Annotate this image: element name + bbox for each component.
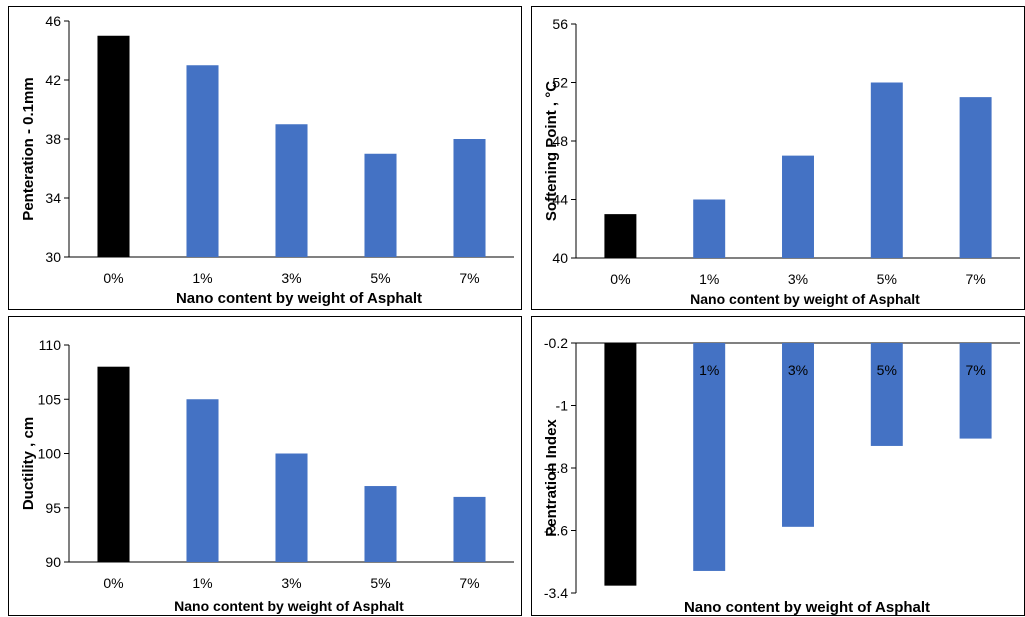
bar-0pct <box>604 214 637 258</box>
y-tick-label: 38 <box>45 131 61 147</box>
x-axis-title: Nano content by weight of Asphalt <box>176 290 422 307</box>
x-category-label: 5% <box>370 270 390 286</box>
y-tick-label: 110 <box>39 337 62 353</box>
y-tick-label: -1 <box>556 398 569 414</box>
bar-3pct <box>275 124 308 257</box>
x-category-label: 3% <box>788 362 808 378</box>
y-tick-label: 52 <box>552 75 568 91</box>
y-tick-label: 46 <box>45 13 61 29</box>
bar-1pct <box>186 65 219 257</box>
y-tick-label: 42 <box>45 72 61 88</box>
y-axis-title: Softening Point , °C <box>543 81 560 221</box>
bar-1pct <box>186 399 219 562</box>
x-axis-title: Nano content by weight of Asphalt <box>174 598 404 614</box>
y-axis-title: Penteration - 0.1mm <box>20 77 37 220</box>
y-tick-label: 48 <box>552 133 568 149</box>
x-category-label: 7% <box>459 270 479 286</box>
x-category-label: 7% <box>459 575 479 591</box>
x-category-label: 5% <box>877 362 897 378</box>
bar-5pct <box>870 343 903 446</box>
y-tick-label: 100 <box>38 446 62 462</box>
ductility-chart-panel: 90 95 100 105 110 0% 1% 3% 5% 7% Nano content by w… <box>8 316 522 616</box>
penetration-index-chart: -3.4 -2.6 -1.8 -1 -0.2 1% 3% 5% 7% Nano content b… <box>543 335 1020 616</box>
bar-7pct <box>453 496 486 562</box>
softening-point-chart-panel: 40 44 48 52 56 0% 1% 3% 5% 7% Nano content by weig… <box>531 6 1025 310</box>
bar-3pct <box>782 155 814 258</box>
x-axis-title: Nano content by weight of Asphalt <box>690 291 920 307</box>
x-category-label: 0% <box>610 271 630 287</box>
bar-5pct <box>870 82 903 258</box>
x-category-label: 7% <box>965 362 985 378</box>
y-tick-label: 40 <box>552 250 568 266</box>
penetration-index-chart-panel: -3.4 -2.6 -1.8 -1 -0.2 1% 3% 5% 7% Nano content b… <box>531 316 1025 616</box>
x-category-label: 3% <box>281 270 301 286</box>
y-axis-title: Ductility , cm <box>20 417 37 510</box>
bar-1pct <box>693 199 726 258</box>
x-category-label: 5% <box>877 271 897 287</box>
x-category-label: 1% <box>699 271 719 287</box>
y-tick-label: 34 <box>45 190 61 206</box>
bar-7pct <box>453 139 486 257</box>
bar-0pct <box>604 343 637 586</box>
y-tick-label: -3.4 <box>544 585 568 601</box>
x-category-label: 1% <box>192 575 212 591</box>
bar-0pct <box>97 366 130 562</box>
bar-5pct <box>364 153 397 257</box>
y-tick-label: 95 <box>45 500 61 516</box>
y-tick-label: 56 <box>552 16 568 32</box>
y-tick-label: -1.8 <box>544 460 568 476</box>
ductility-chart: 90 95 100 105 110 0% 1% 3% 5% 7% Nano content by w… <box>20 337 514 614</box>
x-category-label: 3% <box>788 271 808 287</box>
x-axis-title: Nano content by weight of Asphalt <box>684 599 930 616</box>
x-category-label: 7% <box>965 271 985 287</box>
bar-5pct <box>364 486 397 562</box>
y-tick-label: 30 <box>45 249 61 265</box>
bar-3pct <box>782 343 814 527</box>
y-tick-label: -2.6 <box>544 523 568 539</box>
x-category-label: 0% <box>103 575 123 591</box>
y-axis-title: Pentration Index <box>543 419 560 537</box>
x-category-label: 0% <box>103 270 123 286</box>
y-tick-label: 105 <box>38 391 62 407</box>
x-category-label: 1% <box>192 270 212 286</box>
penetration-chart-panel: 30 34 38 42 46 0% 1% 3% 5% 7% Nano content by weig… <box>8 6 522 310</box>
bar-3pct <box>275 453 308 562</box>
y-tick-label: 44 <box>552 192 568 208</box>
x-category-label: 5% <box>370 575 390 591</box>
bar-0pct <box>97 35 130 257</box>
x-category-label: 3% <box>281 575 301 591</box>
bar-7pct <box>959 343 992 439</box>
x-category-label: 1% <box>699 362 719 378</box>
bar-1pct <box>693 343 726 571</box>
softening-point-chart: 40 44 48 52 56 0% 1% 3% 5% 7% Nano content by weig… <box>543 16 1020 307</box>
y-tick-label: -0.2 <box>544 335 568 351</box>
y-tick-label: 90 <box>45 554 61 570</box>
penetration-chart: 30 34 38 42 46 0% 1% 3% 5% 7% Nano content by weig… <box>20 13 514 307</box>
bar-7pct <box>959 97 992 258</box>
